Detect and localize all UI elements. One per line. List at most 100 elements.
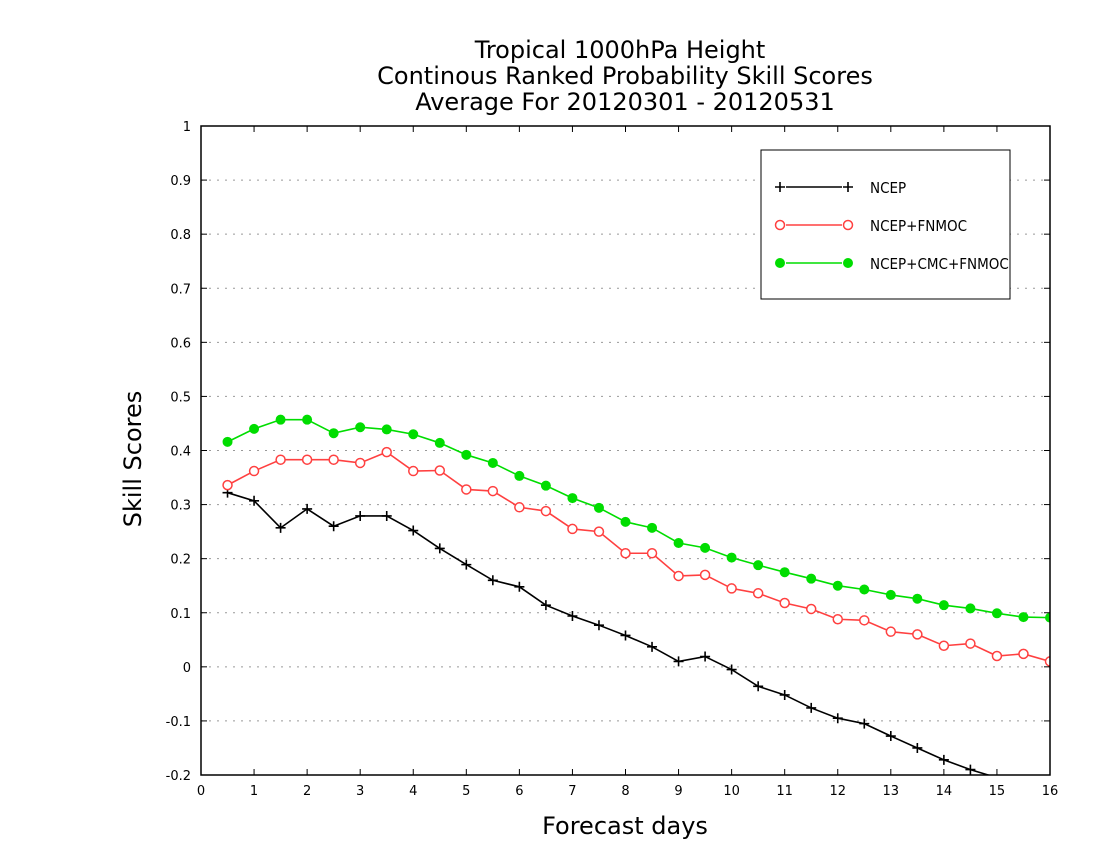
x-tick-label: 3 xyxy=(356,784,364,799)
data-point xyxy=(354,457,366,469)
x-tick-label: 11 xyxy=(776,784,793,799)
data-point xyxy=(938,640,950,651)
data-point xyxy=(514,470,525,481)
data-point xyxy=(408,429,419,440)
legend-label-ncep-fnmoc: NCEP+FNMOC xyxy=(870,217,967,235)
data-point xyxy=(912,742,923,753)
data-point xyxy=(593,526,605,537)
data-point xyxy=(885,626,897,637)
y-tick-label: 0 xyxy=(183,661,191,676)
data-point xyxy=(965,603,976,614)
axes: -0.2-0.100.10.20.30.40.50.60.70.80.910 1 2… xyxy=(166,120,1059,799)
x-tick-label: 14 xyxy=(936,784,953,799)
data-point xyxy=(700,651,711,662)
plot-series xyxy=(222,414,1050,775)
data-point xyxy=(832,713,843,724)
data-point xyxy=(461,484,472,495)
y-tick-label: 0.4 xyxy=(170,445,191,460)
series-ncep-cmc-fnmoc xyxy=(222,414,1050,623)
data-point xyxy=(620,548,631,559)
data-point xyxy=(991,608,1002,619)
data-point xyxy=(540,480,551,491)
data-point xyxy=(859,718,870,729)
legend-label-ncep: NCEP xyxy=(870,179,906,197)
data-point xyxy=(726,552,737,563)
data-point xyxy=(753,560,764,571)
data-point xyxy=(806,702,817,713)
data-point xyxy=(726,664,737,675)
data-point xyxy=(275,454,286,465)
data-point xyxy=(965,638,976,649)
y-tick-label: -0.2 xyxy=(166,769,191,784)
data-point xyxy=(355,422,366,433)
data-point xyxy=(646,548,658,559)
data-point xyxy=(938,754,949,765)
data-point xyxy=(775,258,785,268)
data-point xyxy=(514,581,525,592)
data-point xyxy=(700,542,711,553)
data-point xyxy=(965,764,976,775)
data-point xyxy=(328,428,339,439)
data-point xyxy=(991,650,1003,662)
legend-label-ncep-cmc-fnmoc: NCEP+CMC+FNMOC xyxy=(870,255,1009,273)
x-tick-label: 6 xyxy=(515,784,523,799)
data-point xyxy=(620,630,631,641)
data-point xyxy=(699,569,711,581)
x-tick-label: 0 xyxy=(197,784,205,799)
y-tick-label: -0.1 xyxy=(166,715,191,730)
data-point xyxy=(540,505,552,517)
series-ncep-fnmoc xyxy=(222,446,1050,667)
x-tick-label: 10 xyxy=(723,784,740,799)
y-tick-label: 0.3 xyxy=(170,499,191,514)
data-point xyxy=(1044,656,1050,667)
data-point xyxy=(249,423,260,434)
data-point xyxy=(408,465,419,477)
data-point xyxy=(673,537,684,548)
data-point xyxy=(540,600,551,611)
data-point xyxy=(885,589,896,600)
data-point xyxy=(912,629,923,640)
data-point xyxy=(434,543,445,554)
data-point xyxy=(1045,612,1050,623)
data-point xyxy=(806,573,817,584)
x-tick-label: 15 xyxy=(989,784,1006,799)
data-point xyxy=(620,516,631,527)
data-point xyxy=(859,615,870,626)
data-point xyxy=(408,525,419,536)
data-point xyxy=(912,593,923,604)
x-tick-label: 9 xyxy=(674,784,682,799)
data-point xyxy=(1018,612,1029,623)
y-tick-label: 0.1 xyxy=(170,607,191,622)
y-tick-label: 0.7 xyxy=(170,282,191,297)
data-point xyxy=(301,454,313,465)
data-point xyxy=(593,620,604,631)
gridlines xyxy=(201,179,1050,722)
data-point xyxy=(647,641,658,652)
y-axis-label: Skill Scores xyxy=(119,391,147,528)
legend: NCEP NCEP+FNMOC NCEP+CMC+FNMOC xyxy=(760,149,1011,300)
data-point xyxy=(647,522,658,533)
title-line-3: Average For 20120301 - 20120531 xyxy=(415,88,835,116)
title-line-1: Tropical 1000hPa Height xyxy=(474,36,766,64)
data-point xyxy=(328,454,339,465)
x-tick-label: 12 xyxy=(829,784,846,799)
x-tick-label: 7 xyxy=(568,784,576,799)
data-point xyxy=(752,588,764,599)
data-point xyxy=(843,182,853,192)
data-point xyxy=(275,414,286,425)
data-point xyxy=(222,479,233,491)
data-point xyxy=(248,465,260,477)
data-point xyxy=(487,457,498,468)
data-point xyxy=(805,603,817,615)
data-point xyxy=(938,600,949,611)
data-point xyxy=(567,610,578,621)
data-point xyxy=(222,436,233,447)
data-point xyxy=(567,523,578,535)
x-tick-label: 16 xyxy=(1042,784,1059,799)
data-point xyxy=(567,493,578,504)
data-point xyxy=(355,510,366,521)
y-tick-label: 0.5 xyxy=(170,390,191,405)
data-point xyxy=(302,414,313,425)
data-point xyxy=(275,522,286,533)
